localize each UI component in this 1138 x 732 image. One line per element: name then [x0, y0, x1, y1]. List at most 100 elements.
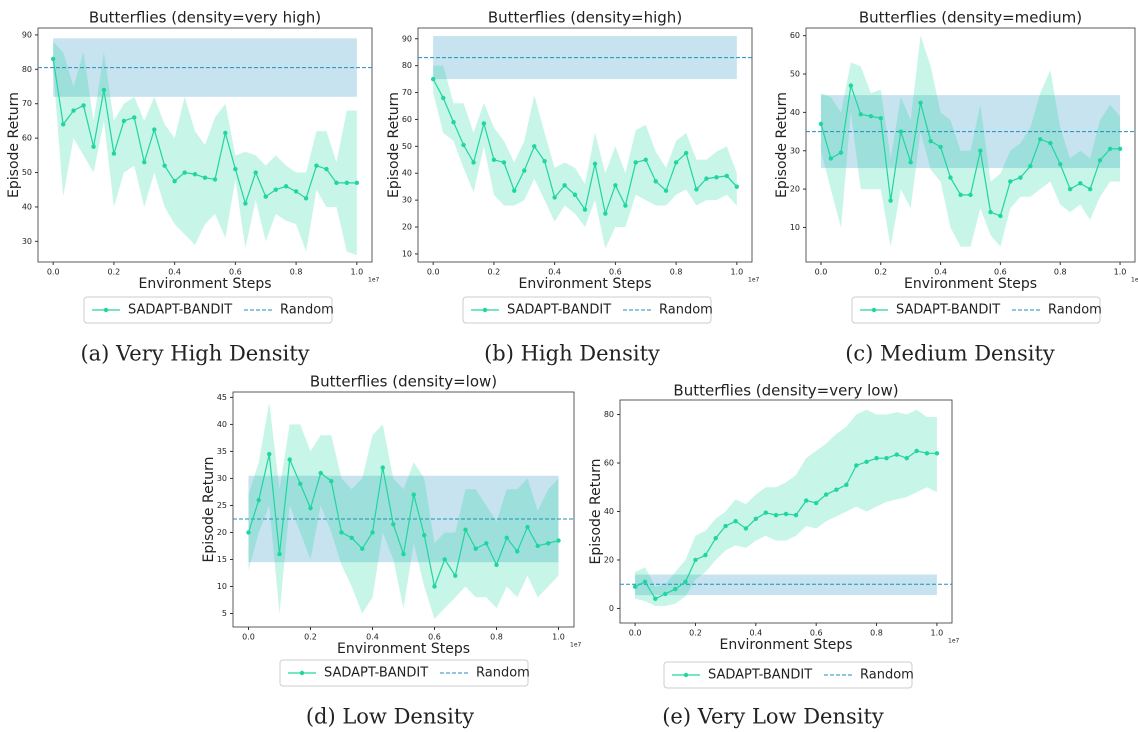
- y-tick-label: 70: [402, 88, 412, 97]
- agent-point: [451, 119, 456, 125]
- agent-point: [898, 129, 904, 134]
- agent-point: [924, 451, 930, 456]
- agent-point: [848, 83, 854, 88]
- agent-point: [818, 121, 824, 127]
- legend-label: SADAPT-BANDIT: [324, 666, 428, 681]
- agent-point: [287, 457, 292, 462]
- agent-band: [433, 65, 737, 249]
- agent-point: [743, 526, 749, 531]
- agent-point: [556, 538, 561, 543]
- agent-point: [253, 170, 258, 175]
- agent-point: [934, 451, 940, 456]
- legend-label: SADAPT-BANDIT: [507, 303, 611, 318]
- agent-point: [868, 114, 874, 119]
- agent-point: [823, 492, 829, 497]
- agent-point: [694, 187, 699, 192]
- x-offset-label: 1e7: [570, 642, 582, 649]
- legend-box: [462, 296, 712, 324]
- legend-box: [83, 296, 333, 324]
- agent-point: [546, 541, 551, 546]
- agent-point: [1037, 137, 1043, 142]
- x-tick-label: 1.0: [552, 633, 565, 642]
- y-tick-label: 60: [604, 459, 614, 468]
- legend-marker: [482, 307, 488, 313]
- agent-point: [858, 112, 863, 117]
- y-tick-label: 20: [402, 223, 412, 232]
- agent-point: [202, 175, 208, 180]
- agent-point: [673, 160, 679, 165]
- agent-point: [273, 187, 278, 192]
- agent-point: [854, 463, 859, 468]
- random-band: [635, 574, 937, 596]
- agent-point: [1008, 179, 1013, 184]
- agent-point: [283, 184, 289, 189]
- y-axis-label: Episode Return: [6, 92, 22, 198]
- agent-point: [642, 579, 648, 584]
- agent-point: [1107, 146, 1113, 152]
- x-tick-label: 0.8: [670, 268, 683, 277]
- x-tick-label: 0.2: [304, 633, 317, 642]
- agent-point: [562, 183, 567, 188]
- agent-point: [71, 108, 76, 113]
- x-tick-label: 0.6: [994, 268, 1007, 277]
- caption: (e) Very Low Density: [662, 705, 884, 729]
- chart-title: Butterflies (density=low): [310, 373, 497, 391]
- x-tick-label: 0.6: [609, 268, 622, 277]
- agent-point: [592, 161, 598, 167]
- legend-label: Random: [860, 668, 914, 683]
- y-tick-label: 40: [22, 202, 32, 211]
- agent-point: [703, 552, 708, 558]
- agent-point: [463, 527, 468, 532]
- y-tick-label: 60: [790, 31, 800, 40]
- random-band: [433, 36, 737, 80]
- y-axis-label: Episode Return: [386, 92, 402, 198]
- agent-point: [504, 535, 509, 541]
- random-band: [53, 38, 357, 97]
- agent-point: [928, 138, 933, 144]
- x-tick-label: 0.0: [427, 268, 440, 277]
- caption: (b) High Density: [484, 342, 660, 366]
- legend-box: [663, 661, 913, 689]
- agent-point: [142, 160, 147, 165]
- agent-point: [724, 173, 729, 179]
- y-tick-label: 50: [22, 168, 32, 177]
- agent-point: [914, 448, 919, 454]
- x-tick-label: 0.8: [870, 629, 883, 638]
- y-tick-label: 60: [22, 134, 32, 143]
- y-tick-label: 30: [217, 474, 227, 483]
- agent-point: [804, 498, 809, 503]
- agent-point: [693, 557, 698, 563]
- legend-label: Random: [280, 303, 334, 318]
- x-axis-label: Environment Steps: [719, 637, 852, 653]
- agent-point: [864, 459, 869, 465]
- plot-frame: [417, 27, 753, 263]
- agent-point: [663, 591, 668, 597]
- y-tick-label: 15: [217, 555, 227, 564]
- agent-point: [360, 546, 365, 551]
- legend-marker: [871, 307, 877, 313]
- agent-point: [723, 523, 728, 529]
- y-tick-label: 45: [217, 393, 227, 402]
- agent-point: [713, 535, 718, 541]
- x-tick-label: 0.0: [47, 268, 60, 277]
- legend-label: Random: [476, 666, 530, 681]
- agent-point: [380, 465, 385, 470]
- chart-title: Butterflies (density=very low): [673, 382, 898, 400]
- agent-point: [162, 163, 167, 168]
- x-axis-label: Environment Steps: [337, 641, 470, 657]
- y-tick-label: 50: [402, 142, 412, 151]
- agent-point: [998, 213, 1003, 219]
- agent-point: [430, 76, 436, 82]
- x-tick-label: 0.2: [108, 268, 121, 277]
- agent-point: [349, 535, 354, 541]
- x-axis-label: Environment Steps: [904, 276, 1037, 292]
- agent-point: [733, 518, 738, 524]
- agent-point: [172, 178, 177, 184]
- x-offset-label: 1e7: [368, 277, 380, 284]
- agent-point: [1048, 140, 1053, 146]
- x-tick-label: 0.6: [810, 629, 823, 638]
- chart-title: Butterflies (density=high): [488, 9, 682, 27]
- agent-point: [908, 160, 913, 165]
- agent-point: [121, 118, 127, 124]
